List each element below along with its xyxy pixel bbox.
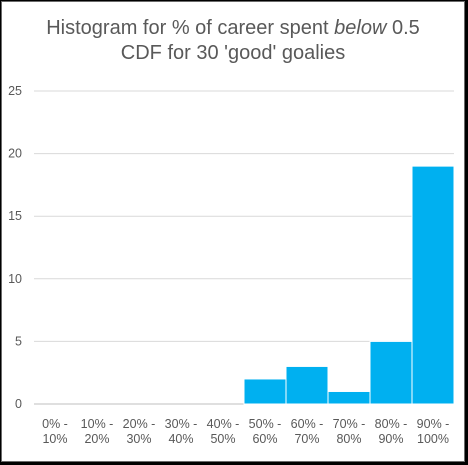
- x-tick-label: 20%: [84, 432, 109, 446]
- x-tick-label: 10%: [42, 432, 67, 446]
- x-tick-label: 10% -: [81, 417, 114, 431]
- chart-title-part-2: below: [334, 17, 387, 39]
- bar-8: [369, 340, 413, 405]
- y-tick-label: 20: [8, 147, 22, 161]
- chart-title-line-1: Histogram for % of career spent below 0.…: [2, 16, 464, 41]
- x-tick-label: 90%: [378, 432, 403, 446]
- bar-5: [243, 378, 287, 405]
- x-tick-label: 50% -: [249, 417, 282, 431]
- x-tick-label: 50%: [210, 432, 235, 446]
- x-tick-label: 30% -: [165, 417, 198, 431]
- x-tick-label: 70%: [294, 432, 319, 446]
- chart-title: Histogram for % of career spent below 0.…: [2, 16, 464, 66]
- x-tick-label: 80%: [336, 432, 361, 446]
- x-tick-label: 60% -: [291, 417, 324, 431]
- x-tick-label: 0% -: [42, 417, 68, 431]
- y-tick-label: 0: [15, 397, 22, 411]
- y-tick-label: 5: [15, 334, 22, 348]
- y-tick-label: 10: [8, 272, 22, 286]
- chart-title-line-2: CDF for 30 'good' goalies: [120, 42, 346, 64]
- x-tick-label: 30%: [126, 432, 151, 446]
- x-tick-label: 60%: [252, 432, 277, 446]
- x-tick-label: 100%: [417, 432, 449, 446]
- x-tick-label: 80% -: [375, 417, 408, 431]
- chart-title-part-3: 0.5: [386, 17, 420, 39]
- bar-9: [411, 165, 455, 405]
- x-tick-label: 90% -: [417, 417, 450, 431]
- y-tick-label: 15: [8, 209, 22, 223]
- bar-7: [327, 390, 371, 405]
- x-tick-label: 40%: [168, 432, 193, 446]
- y-tick-label: 25: [8, 84, 22, 98]
- x-tick-label: 20% -: [123, 417, 156, 431]
- x-tick-label: 70% -: [333, 417, 366, 431]
- chart-title-part-1: Histogram for % of career spent: [46, 17, 335, 39]
- bar-6: [285, 365, 329, 405]
- x-tick-label: 40% -: [207, 417, 240, 431]
